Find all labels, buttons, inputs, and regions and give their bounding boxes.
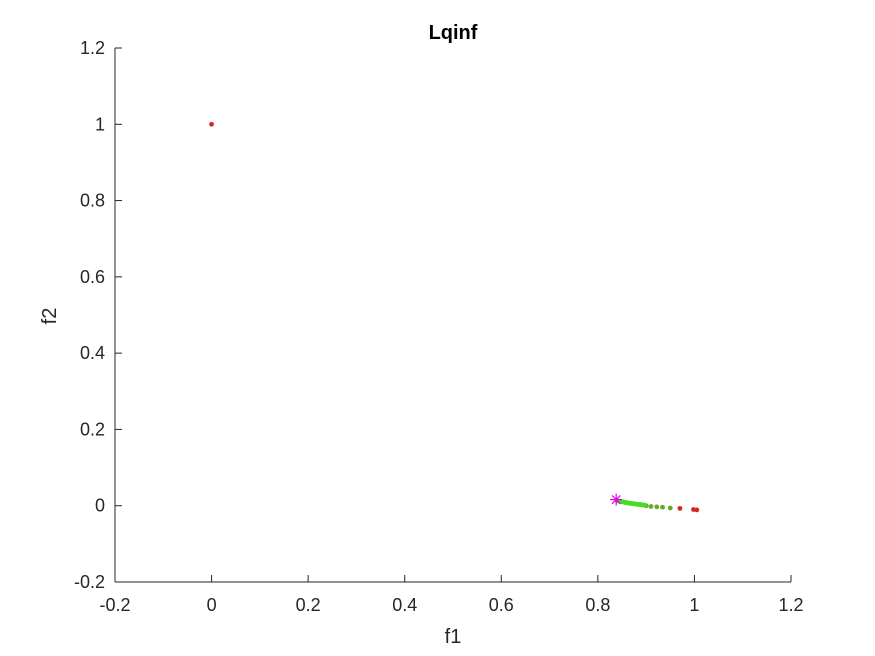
x-tick-label: 0.6: [489, 595, 514, 615]
asterisk-marker: [610, 493, 623, 506]
data-point: [667, 505, 673, 511]
data-point: [677, 505, 683, 511]
x-tick-label: 0.8: [585, 595, 610, 615]
x-tick-label: 1: [689, 595, 699, 615]
chart-title: Lqinf: [429, 22, 478, 44]
y-tick-label: 0.2: [80, 419, 105, 439]
data-point: [642, 502, 648, 508]
ticks: -0.2 0 0.2 0.4 0.6 0.8 1 1.2 -0.2 0 0.2 0.4 0.6 0.8 1 1…: [74, 38, 804, 615]
x-tick-label: 1.2: [778, 595, 803, 615]
y-tick-label: -0.2: [74, 572, 105, 592]
data-point: [654, 504, 660, 510]
x-tick-label: -0.2: [99, 595, 130, 615]
data-point: [648, 504, 654, 509]
data-point: [209, 121, 214, 127]
data-point: [694, 507, 700, 513]
data-point: [660, 504, 665, 510]
y-tick-label: 0.4: [80, 343, 105, 363]
x-tick-label: 0: [207, 595, 217, 615]
y-tick-label: 0.6: [80, 267, 105, 287]
y-tick-label: 0: [95, 496, 105, 516]
x-tick-label: 0.2: [296, 595, 321, 615]
x-axis-label: f1: [445, 626, 462, 648]
x-tick-label: 0.4: [392, 595, 417, 615]
y-tick-label: 1: [95, 114, 105, 134]
y-axis-label: f2: [39, 308, 61, 325]
axes: [114, 48, 791, 583]
y-tick-label: 0.8: [80, 191, 105, 211]
data-points: [209, 121, 700, 513]
y-tick-label: 1.2: [80, 38, 105, 58]
